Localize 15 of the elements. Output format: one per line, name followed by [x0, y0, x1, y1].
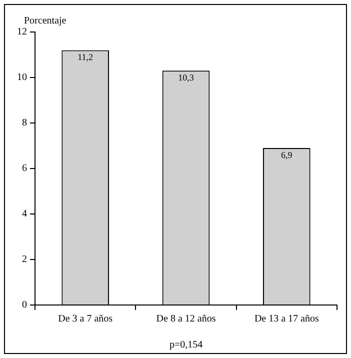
- y-tick-label: 0: [22, 300, 27, 311]
- data-label: 10,3: [178, 72, 194, 83]
- y-tick-label: 4: [22, 208, 27, 220]
- y-tick-label: 10: [17, 72, 27, 84]
- x-tick-label: De 3 a 7 años: [58, 314, 113, 325]
- x-tick-label: De 8 a 12 años: [156, 314, 216, 325]
- y-axis-title: Porcentaje: [24, 16, 67, 27]
- y-tick-label: 6: [22, 163, 27, 174]
- y-tick-label: 8: [22, 118, 27, 129]
- data-label: 11,2: [78, 52, 94, 62]
- y-tick-label: 2: [22, 254, 27, 266]
- text: p=0,154: [169, 340, 203, 351]
- data-label: 6,9: [281, 150, 293, 160]
- y-tick-label: 12: [17, 26, 27, 38]
- x-tick-label: De 13 a 17 años: [254, 314, 319, 325]
